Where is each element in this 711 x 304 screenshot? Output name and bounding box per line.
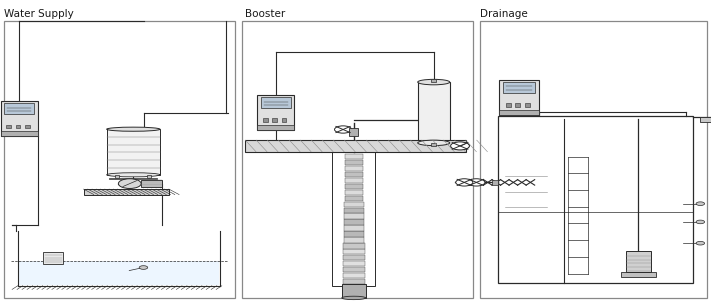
Bar <box>345 178 363 183</box>
Bar <box>242 21 473 298</box>
Bar <box>19 261 219 285</box>
Bar <box>431 79 437 82</box>
Bar <box>257 95 294 130</box>
Bar <box>492 180 498 185</box>
Bar <box>342 284 365 298</box>
Ellipse shape <box>342 296 365 300</box>
Circle shape <box>119 179 141 188</box>
Circle shape <box>468 179 485 186</box>
Bar <box>261 97 291 108</box>
Bar <box>345 184 363 189</box>
Text: Water Supply: Water Supply <box>4 9 73 19</box>
Bar <box>4 103 34 114</box>
Bar <box>345 166 363 171</box>
Text: Booster: Booster <box>245 9 286 19</box>
Bar <box>344 208 364 213</box>
Bar <box>343 255 365 261</box>
Bar <box>345 154 363 159</box>
Circle shape <box>456 179 473 186</box>
Circle shape <box>696 241 705 245</box>
Bar <box>344 219 364 225</box>
Bar <box>621 272 656 277</box>
Bar <box>431 143 437 146</box>
Bar <box>344 225 364 231</box>
Bar <box>418 82 450 143</box>
Bar <box>6 125 11 128</box>
Bar <box>344 237 364 243</box>
Ellipse shape <box>107 173 160 177</box>
Bar <box>43 252 63 264</box>
Bar <box>345 172 363 177</box>
Bar <box>480 21 707 298</box>
Bar <box>344 202 364 207</box>
Bar <box>498 116 693 283</box>
Bar <box>1 131 38 136</box>
Bar <box>272 119 277 122</box>
Bar <box>344 231 364 237</box>
Circle shape <box>696 220 705 224</box>
Bar <box>333 152 375 286</box>
Bar <box>506 103 510 107</box>
Bar <box>84 189 169 195</box>
Bar <box>141 180 161 187</box>
Circle shape <box>335 126 351 133</box>
Circle shape <box>452 142 469 150</box>
Bar <box>626 251 651 272</box>
Bar <box>245 140 466 152</box>
Bar <box>263 119 268 122</box>
Bar <box>343 279 365 284</box>
Bar <box>257 125 294 130</box>
Circle shape <box>451 142 469 150</box>
Bar <box>525 103 530 107</box>
Bar <box>500 212 691 282</box>
Bar <box>500 80 539 115</box>
Bar <box>1 101 38 136</box>
Bar <box>115 175 119 178</box>
Bar <box>345 190 363 195</box>
Bar <box>147 175 151 178</box>
Bar <box>16 125 21 128</box>
Bar <box>4 21 235 298</box>
Bar <box>700 117 711 122</box>
Bar <box>345 160 363 165</box>
Bar <box>343 261 365 266</box>
Bar <box>109 178 157 179</box>
Bar <box>345 195 363 201</box>
Bar <box>282 119 287 122</box>
Bar <box>343 243 365 248</box>
Bar <box>25 125 30 128</box>
Bar <box>343 273 365 278</box>
Bar <box>503 82 535 93</box>
Circle shape <box>139 266 148 269</box>
Bar <box>343 267 365 272</box>
Ellipse shape <box>418 140 449 146</box>
Bar <box>344 213 364 219</box>
Bar <box>500 110 539 115</box>
Ellipse shape <box>418 79 449 85</box>
Bar <box>107 129 160 175</box>
Text: Drainage: Drainage <box>480 9 528 19</box>
Circle shape <box>696 202 705 206</box>
Bar <box>515 103 520 107</box>
Bar <box>350 128 358 136</box>
Bar <box>343 249 365 254</box>
Ellipse shape <box>107 127 160 131</box>
